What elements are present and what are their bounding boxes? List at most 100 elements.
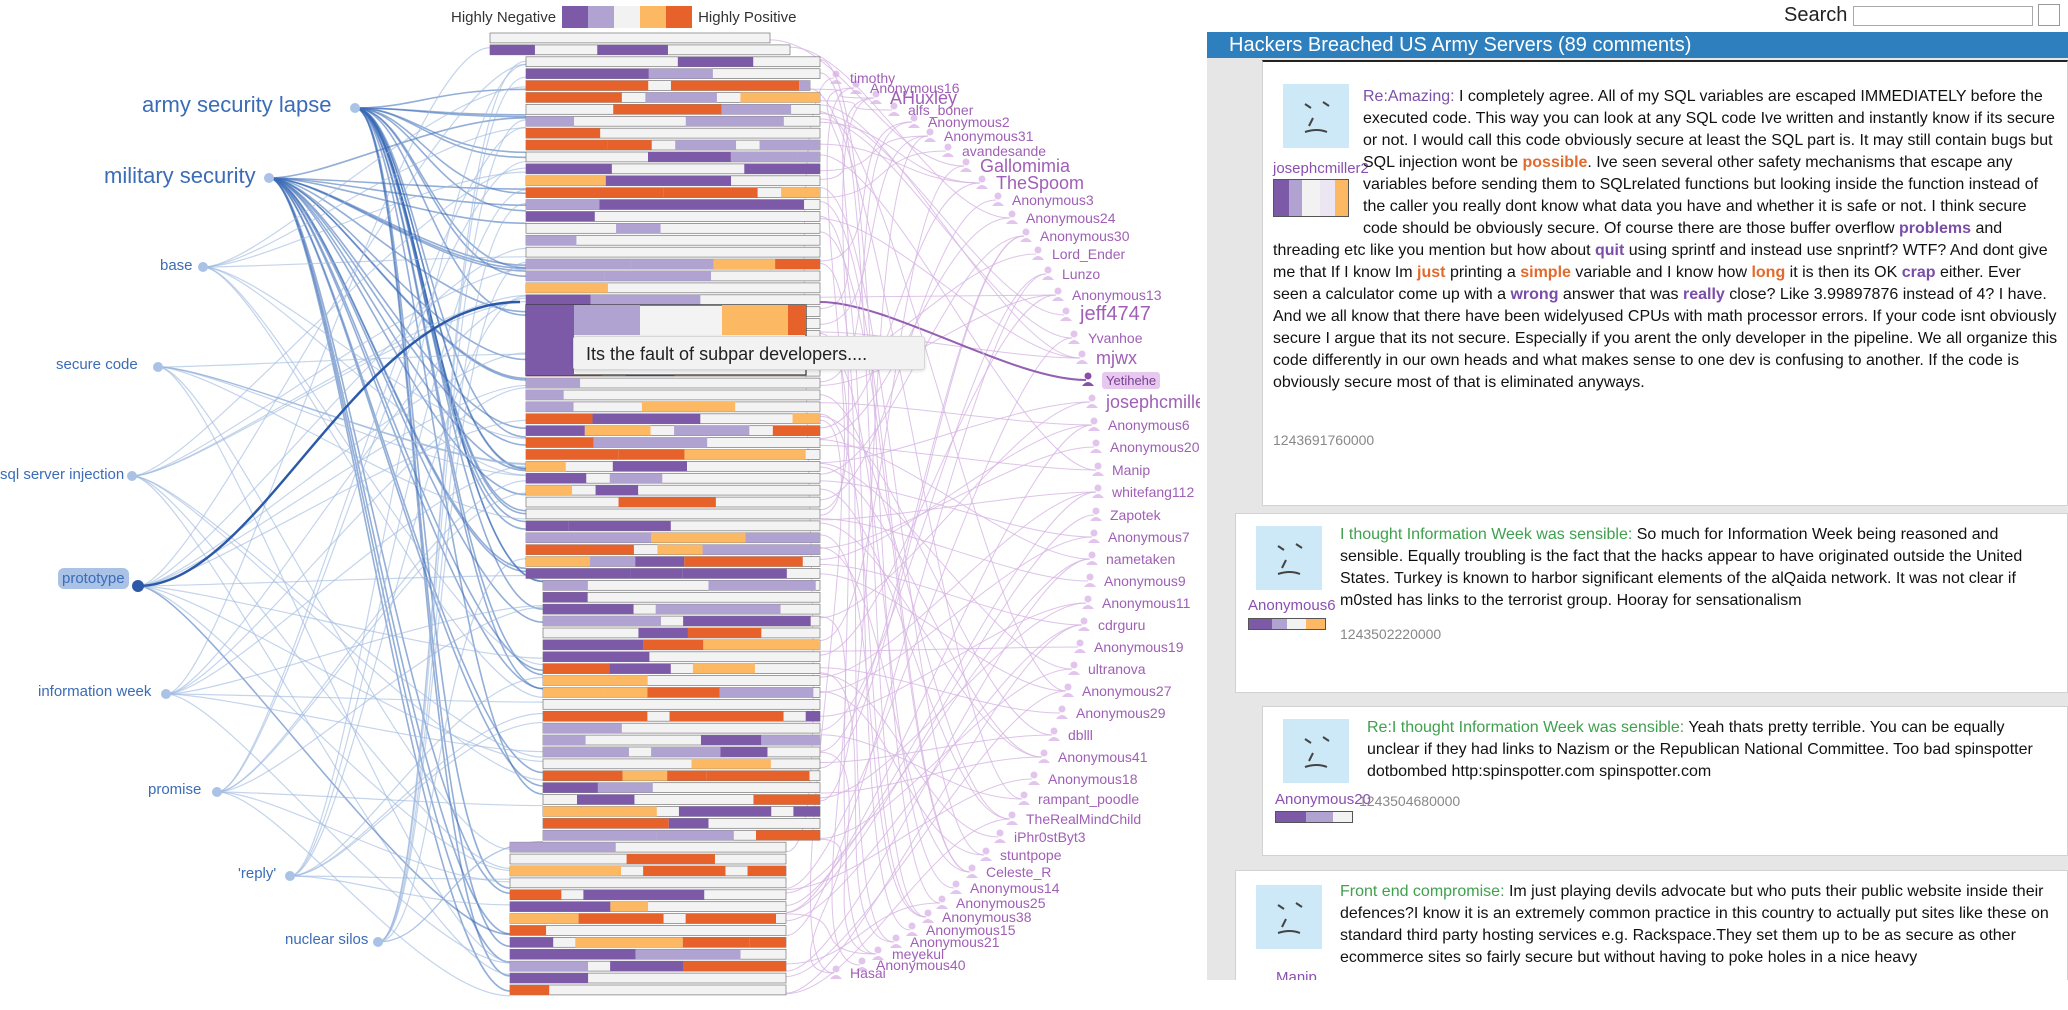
person-icon <box>1020 238 1032 242</box>
keyword-edge <box>268 177 527 496</box>
author-iphr0stbyt3[interactable]: iPhr0stByt3 <box>1014 829 1086 845</box>
author-therealmindchild[interactable]: TheRealMindChild <box>1026 811 1142 827</box>
author-anonymous16[interactable]: Anonymous16 <box>870 80 960 96</box>
author-ultranova[interactable]: ultranova <box>1088 661 1146 677</box>
author-edge <box>819 200 971 873</box>
person-icon <box>982 847 990 855</box>
author-ahuxley[interactable]: AHuxley <box>890 88 958 108</box>
comment-card[interactable]: josephcmiller2 Re:Amazing: I completely … <box>1262 60 2068 506</box>
comment-author[interactable]: josephcmiller2 <box>1273 160 1369 177</box>
author-anonymous14[interactable]: Anonymous14 <box>970 880 1060 896</box>
author-anonymous40[interactable]: Anonymous40 <box>876 957 966 973</box>
person-icon <box>944 143 952 151</box>
author-rampant-poodle[interactable]: rampant_poodle <box>1038 791 1140 807</box>
comment-list[interactable]: josephcmiller2 Re:Amazing: I completely … <box>1207 58 2068 980</box>
author-zapotek[interactable]: Zapotek <box>1110 507 1161 523</box>
author-hasai[interactable]: Hasai <box>850 965 886 981</box>
author-anonymous27[interactable]: Anonymous27 <box>1082 683 1172 699</box>
author-anonymous31[interactable]: Anonymous31 <box>944 128 1034 144</box>
author-mjwx[interactable]: mjwx <box>1096 348 1137 368</box>
author-anonymous25[interactable]: Anonymous25 <box>956 895 1046 911</box>
keyword-prototype[interactable]: prototype <box>58 568 129 589</box>
author-alfs-boner[interactable]: alfs_boner <box>908 102 974 118</box>
author-gallomimia[interactable]: Gallomimia <box>980 156 1071 176</box>
keyword-edge <box>354 107 527 438</box>
keyword-nuclear-silos[interactable]: nuclear silos <box>285 931 369 948</box>
author-anonymous21[interactable]: Anonymous21 <box>910 934 1000 950</box>
sentiment-segment <box>526 449 619 460</box>
keyword-base[interactable]: base <box>160 257 193 274</box>
author-anonymous20[interactable]: Anonymous20 <box>1110 439 1200 455</box>
comment-bar <box>542 758 821 770</box>
author-avandesande[interactable]: avandesande <box>962 143 1047 159</box>
sentiment-segment <box>543 782 598 793</box>
author-anonymous18[interactable]: Anonymous18 <box>1048 771 1138 787</box>
comment-body: Re:I thought Information Week was sensib… <box>1367 717 2057 783</box>
author-anonymous2[interactable]: Anonymous2 <box>928 114 1010 130</box>
comment-timestamp: 1243691760000 <box>1273 432 1375 448</box>
comment-author[interactable]: Anonymous6 <box>1248 597 1336 614</box>
author-edge <box>819 231 971 873</box>
author-anonymous38[interactable]: Anonymous38 <box>942 909 1032 925</box>
keyword-reply[interactable]: 'reply' <box>238 865 277 882</box>
author-anonymous3[interactable]: Anonymous3 <box>1012 192 1094 208</box>
author-yvanhoe[interactable]: Yvanhoe <box>1088 330 1143 346</box>
author-yetihehe[interactable]: Yetihehe <box>1102 372 1161 389</box>
keyword-sql-server-injection[interactable]: sql server injection <box>0 466 125 483</box>
keyword-secure-code[interactable]: secure code <box>56 356 138 373</box>
author-anonymous15[interactable]: Anonymous15 <box>926 922 1016 938</box>
author-jeff4747[interactable]: jeff4747 <box>1080 303 1151 325</box>
author-anonymous13[interactable]: Anonymous13 <box>1072 287 1162 303</box>
comment-author[interactable]: Manip <box>1276 969 1317 980</box>
comment-card[interactable]: Anonymous6 I thought Information Week wa… <box>1235 513 2068 693</box>
comment-author[interactable]: Anonymous20 <box>1275 791 1371 808</box>
keyword-military-security[interactable]: military security <box>104 163 256 188</box>
comment-bar-background <box>509 925 787 936</box>
sentiment-sparkline <box>1273 179 1349 217</box>
sentiment-segment <box>670 80 800 91</box>
author-anonymous29[interactable]: Anonymous29 <box>1076 705 1166 721</box>
keyword-information-week[interactable]: information week <box>38 683 152 700</box>
author-manip[interactable]: Manip <box>1112 462 1151 478</box>
author-anonymous6[interactable]: Anonymous6 <box>1108 417 1190 433</box>
comment-card[interactable]: Manip Front end compromise: Im just play… <box>1235 870 2068 980</box>
author-anonymous7[interactable]: Anonymous7 <box>1108 529 1190 545</box>
person-icon <box>1070 661 1078 669</box>
author-whitefang112[interactable]: whitefang112 <box>1112 484 1195 500</box>
comment-text: So much for Information Week being reaso… <box>1340 526 2023 609</box>
author-anonymous11[interactable]: Anonymous11 <box>1102 595 1191 611</box>
author-stuntpope[interactable]: stuntpope <box>1000 847 1062 863</box>
keyword-edge <box>268 177 527 472</box>
author-anonymous30[interactable]: Anonymous30 <box>1040 228 1130 244</box>
sentiment-segment <box>638 628 688 638</box>
keyword-edge <box>289 712 544 877</box>
keyword-edge <box>165 693 544 753</box>
author-anonymous19[interactable]: Anonymous19 <box>1094 639 1184 655</box>
author-thespoom[interactable]: TheSpoom <box>996 173 1085 193</box>
sentiment-segment <box>749 937 786 948</box>
sentiment-segment <box>616 223 661 234</box>
author-lord-ender[interactable]: Lord_Ender <box>1052 246 1126 262</box>
legend-negative-label: Highly Negative <box>451 8 557 26</box>
comment-card[interactable]: Anonymous20 Re:I thought Information Wee… <box>1262 706 2068 856</box>
keyword-army-security-lapse[interactable]: army security lapse <box>142 92 332 117</box>
sentiment-segment <box>510 842 616 853</box>
author-josephcmille[interactable]: josephcmille <box>1106 392 1200 412</box>
author-anonymous9[interactable]: Anonymous9 <box>1104 573 1186 589</box>
author-celeste-r[interactable]: Celeste_R <box>986 864 1052 880</box>
author-meyekul[interactable]: meyekul <box>892 946 945 962</box>
person-icon <box>994 192 1002 200</box>
author-lunzo[interactable]: Lunzo <box>1062 266 1101 282</box>
search-button[interactable] <box>2038 4 2060 26</box>
author-anonymous41[interactable]: Anonymous41 <box>1058 749 1148 765</box>
author-anonymous24[interactable]: Anonymous24 <box>1026 210 1116 226</box>
search-input[interactable] <box>1853 6 2033 26</box>
author-edge <box>819 294 1057 386</box>
author-dblll[interactable]: dblll <box>1068 727 1093 743</box>
author-nametaken[interactable]: nametaken <box>1106 551 1176 567</box>
author-timothy[interactable]: timothy <box>850 70 896 86</box>
keyword-edge <box>137 352 527 587</box>
author-cdrguru[interactable]: cdrguru <box>1098 617 1146 633</box>
keyword-promise[interactable]: promise <box>148 781 202 798</box>
author-edge <box>819 118 1073 339</box>
